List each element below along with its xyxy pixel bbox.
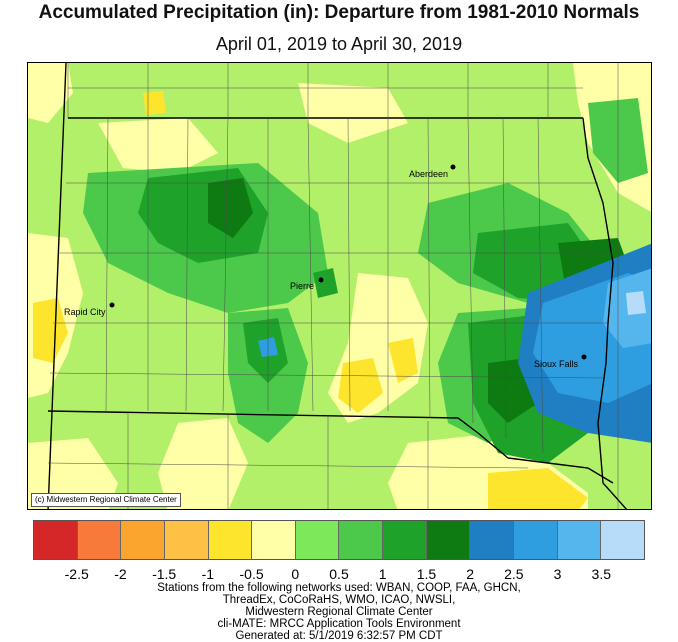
legend-swatch bbox=[601, 521, 644, 559]
legend-swatch bbox=[164, 521, 209, 559]
legend-tick-label: 2.5 bbox=[504, 566, 524, 582]
footer-line: Midwestern Regional Climate Center bbox=[245, 606, 433, 618]
legend-tick-label: 0 bbox=[291, 566, 300, 582]
footer-line: Generated at: 5/1/2019 6:32:57 PM CDT bbox=[235, 630, 443, 642]
legend-swatch bbox=[557, 521, 602, 559]
city-label-aberdeen: Aberdeen bbox=[409, 169, 449, 179]
dry-area bbox=[143, 91, 166, 115]
rapid-city-marker bbox=[109, 302, 115, 308]
legend-swatch bbox=[514, 521, 558, 559]
legend-swatch bbox=[339, 521, 384, 559]
legend-swatch bbox=[121, 521, 165, 559]
footer-line: ThreadEx, CoCoRaHS, WMO, ICAO, NWSLI, bbox=[222, 594, 456, 606]
legend-tick-label: 0.5 bbox=[329, 566, 349, 582]
legend-swatch bbox=[252, 521, 296, 559]
legend-tick-label: 2 bbox=[466, 566, 475, 582]
wetter-area bbox=[313, 268, 338, 298]
legend-tick-label: -1 bbox=[201, 566, 215, 582]
legend-swatch bbox=[470, 521, 515, 559]
much-wetter-area bbox=[208, 178, 253, 238]
legend-tick-label: 3.5 bbox=[591, 566, 612, 582]
near-normal-area bbox=[98, 118, 218, 173]
precipitation-map: Aberdeen Pierre Rapid City Sioux Falls (… bbox=[27, 62, 652, 510]
aberdeen-marker bbox=[450, 164, 456, 170]
very-wet-area bbox=[626, 291, 646, 315]
legend-tick-label: -2 bbox=[114, 566, 127, 582]
county-lines bbox=[47, 63, 619, 509]
near-normal-area bbox=[158, 418, 248, 509]
dry-area bbox=[33, 298, 68, 363]
map-title: Accumulated Precipitation (in): Departur… bbox=[38, 2, 640, 23]
dry-area bbox=[338, 358, 383, 413]
precipitation-map-svg bbox=[28, 63, 651, 509]
legend-swatch bbox=[295, 521, 340, 559]
copyright-notice: (c) Midwestern Regional Climate Center bbox=[31, 493, 181, 507]
city-label-sioux-falls: Sioux Falls bbox=[534, 359, 579, 369]
legend-swatch bbox=[426, 521, 471, 559]
legend-tick-labels: -2.5 -2 -1.5 -1 -0.5 0 0.5 1 1.5 2 2.5 3 3.5 bbox=[0, 566, 678, 582]
near-normal-area bbox=[298, 83, 408, 143]
legend-tick-label: 1.5 bbox=[416, 566, 437, 582]
city-label-rapid-city: Rapid City bbox=[64, 307, 106, 317]
legend-swatch bbox=[77, 521, 122, 559]
sioux-falls-marker bbox=[581, 354, 587, 360]
dry-area bbox=[388, 338, 418, 383]
legend-tick-label: -0.5 bbox=[239, 566, 264, 582]
dry-area bbox=[488, 468, 588, 509]
city-label-pierre: Pierre bbox=[290, 281, 315, 291]
footer-line: Stations from the following networks use… bbox=[157, 582, 521, 594]
map-subtitle: April 01, 2019 to April 30, 2019 bbox=[215, 34, 463, 54]
footer-line: cli-MATE: MRCC Application Tools Environ… bbox=[217, 618, 461, 630]
legend-swatch bbox=[383, 521, 427, 559]
very-wet-area bbox=[603, 268, 651, 348]
legend-tick-label: 1 bbox=[378, 566, 387, 582]
legend-tick-label: -1.5 bbox=[152, 566, 177, 582]
legend-swatch bbox=[34, 521, 78, 559]
legend-tick-label: -2.5 bbox=[64, 566, 89, 582]
legend-swatch bbox=[208, 521, 253, 559]
legend-tick-label: 3 bbox=[553, 566, 562, 582]
footer-credits: Stations from the following networks use… bbox=[0, 582, 678, 642]
legend-color-bar bbox=[33, 520, 645, 560]
near-normal-area bbox=[28, 63, 73, 123]
pierre-marker bbox=[318, 277, 324, 283]
